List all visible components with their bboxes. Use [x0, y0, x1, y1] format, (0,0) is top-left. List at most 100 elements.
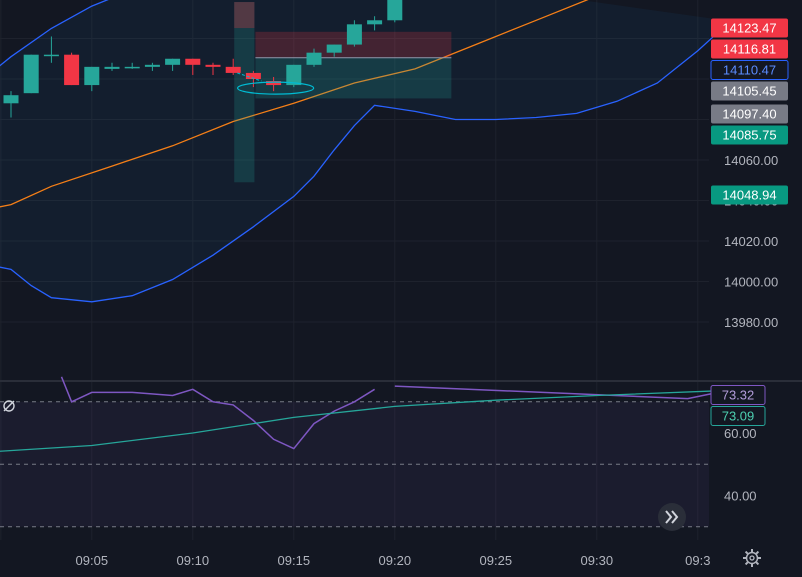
price-tag-red: 14116.81 [711, 39, 788, 59]
candle[interactable] [346, 20, 362, 47]
candle[interactable] [43, 36, 59, 63]
candle[interactable] [144, 62, 160, 71]
price-tag-box [711, 81, 788, 101]
oscillator-pane[interactable] [0, 376, 802, 528]
time-tick-label: 09:05 [76, 553, 109, 568]
price-tag-value: 14110.47 [723, 63, 776, 78]
candle[interactable] [64, 52, 80, 86]
rsi-line[interactable] [60, 376, 375, 450]
time-tick-label: 09:15 [278, 553, 311, 568]
candle[interactable] [104, 62, 120, 71]
candle-body [23, 54, 39, 94]
candle-body [124, 66, 140, 69]
price-tick-label: 14020.00 [724, 234, 778, 249]
candle-body [64, 54, 80, 86]
candle[interactable] [165, 58, 181, 71]
price-tag-gray: 14105.45 [711, 81, 788, 101]
time-tick-label: 09:20 [379, 553, 412, 568]
candle[interactable] [387, 0, 403, 23]
bollinger-upper-line [0, 0, 109, 67]
candle[interactable] [245, 70, 261, 88]
price-tag-box [711, 125, 788, 145]
candle-body [306, 52, 322, 65]
price-tick-label: 14060.00 [724, 153, 778, 168]
candle[interactable] [124, 62, 140, 69]
rsi-line[interactable] [394, 385, 719, 400]
grid-lines [0, 0, 709, 540]
price-tag-red: 14123.47 [711, 18, 788, 38]
candle[interactable] [306, 48, 322, 67]
bollinger-band-fill [0, 0, 739, 302]
bollinger-basis-line [0, 0, 589, 208]
time-tick-label: 09:3 [685, 553, 710, 568]
osc-tag-green: 73.09 [710, 406, 766, 426]
price-axis[interactable]: 14060.0014040.0014020.0014000.0013980.00… [724, 153, 778, 504]
candle-body [43, 54, 59, 57]
dashed-connector[interactable] [237, 72, 262, 82]
drawing-annotations[interactable] [237, 72, 315, 95]
crossed-circle-icon[interactable] [3, 400, 15, 412]
candle-body [205, 64, 221, 67]
price-tag-value: 14116.81 [723, 42, 776, 57]
ellipse-drawing[interactable] [237, 81, 315, 95]
candle[interactable] [225, 58, 241, 75]
candle[interactable] [185, 58, 201, 75]
price-tag-box [711, 104, 788, 124]
osc-tag-box [710, 406, 766, 426]
osc-tag-value: 73.09 [722, 409, 755, 424]
candle-body [387, 0, 403, 21]
price-tag-box [711, 39, 788, 59]
candle-body [286, 64, 302, 86]
candle-body [367, 20, 383, 25]
gear-icon[interactable] [743, 549, 761, 567]
candle[interactable] [3, 91, 19, 118]
candlestick-series[interactable] [3, 0, 403, 118]
candle[interactable] [326, 44, 342, 57]
candle-body [144, 64, 160, 67]
position-marker-box[interactable] [234, 2, 255, 183]
price-tick-label: 13980.00 [724, 315, 778, 330]
price-tag-box [710, 60, 789, 80]
candle-body [225, 66, 241, 73]
candle-body [266, 81, 282, 86]
price-tags: 14123.47 14116.81 14110.47 14105.45 14097.40… [710, 18, 789, 426]
price-tag-value: 14123.47 [722, 21, 776, 36]
scroll-to-realtime-button[interactable] [658, 503, 686, 531]
bollinger-lower-line [0, 21, 739, 303]
time-tick-label: 09:30 [581, 553, 614, 568]
price-tag-blue: 14110.47 [710, 60, 789, 80]
time-tick-label: 09:10 [177, 553, 210, 568]
rsi-ma-line[interactable] [0, 390, 719, 452]
price-tag-value: 14048.94 [722, 188, 776, 203]
candle-body [326, 44, 342, 53]
price-tag-teal: 14085.75 [711, 125, 788, 145]
candle[interactable] [367, 16, 383, 31]
candle[interactable] [205, 62, 221, 75]
oscillator-tick-label: 40.00 [724, 489, 757, 504]
price-tag-value: 14097.40 [722, 107, 776, 122]
osc-tag-value: 73.32 [722, 388, 755, 403]
candle-body [185, 58, 201, 65]
long-position-tool[interactable] [234, 2, 452, 183]
candle-body [84, 66, 100, 86]
price-tag-box [711, 185, 788, 205]
price-tag-gray: 14097.40 [711, 104, 788, 124]
osc-tag-purple: 73.32 [710, 385, 766, 405]
price-tag-teal: 14048.94 [711, 185, 788, 205]
position-marker-stop-zone[interactable] [234, 2, 255, 29]
price-tag-value: 14105.45 [722, 84, 776, 99]
candle-body [346, 24, 362, 45]
candle[interactable] [23, 54, 39, 94]
bollinger-bands [0, 0, 739, 303]
price-tick-label: 14000.00 [724, 275, 778, 290]
time-tick-label: 09:25 [480, 553, 513, 568]
price-tag-value: 14085.75 [722, 128, 776, 143]
candle[interactable] [266, 76, 282, 92]
position-target-zone[interactable] [255, 57, 452, 99]
candle-body [3, 95, 19, 104]
candle[interactable] [84, 66, 100, 92]
